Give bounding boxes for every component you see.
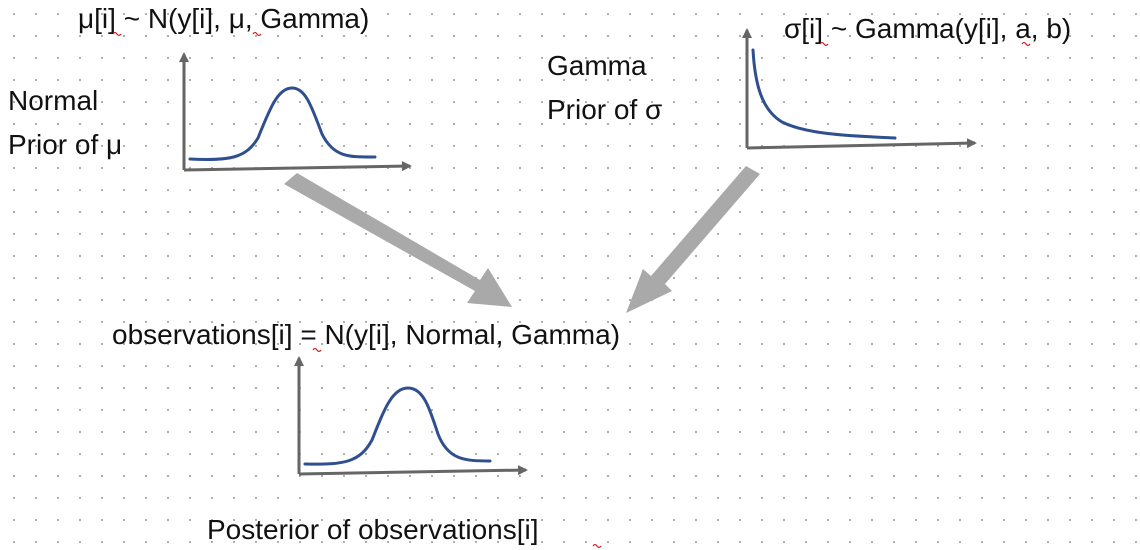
- posterior-plot: [294, 356, 528, 476]
- normal-prior-x-axis: [183, 161, 412, 172]
- gamma-prior-label-line2: Prior of σ: [547, 94, 663, 125]
- posterior-label: Posterior of observations[i]: [207, 514, 539, 545]
- posterior-curve: [303, 386, 492, 466]
- gamma-prior-to-observations-arrow: [626, 166, 760, 313]
- spellcheck-marks: [112, 31, 1031, 549]
- spellcheck-squiggle: [819, 41, 829, 47]
- spellcheck-squiggle: [252, 31, 262, 37]
- spellcheck-squiggle: [312, 347, 322, 353]
- spellcheck-squiggle: [1021, 41, 1031, 47]
- gamma-prior-plot: [742, 28, 977, 150]
- gamma-prior-curve: [751, 48, 897, 140]
- spellcheck-squiggle: [112, 31, 122, 37]
- mu-prior-formula: μ[i] ~ N(y[i], μ, Gamma): [78, 3, 370, 34]
- sigma-prior-formula: σ[i] ~ Gamma(y[i], a, b): [784, 13, 1072, 44]
- gamma-prior-label-line1: Gamma: [547, 50, 647, 81]
- normal-prior-to-observations-arrow: [284, 173, 512, 307]
- spellcheck-squiggle: [592, 543, 602, 549]
- normal-prior-label-line1: Normal: [8, 85, 99, 116]
- normal-prior-label-line2: Prior of μ: [8, 129, 123, 160]
- normal-prior-curve: [188, 86, 377, 161]
- gamma-prior-x-axis: [746, 138, 977, 150]
- observations-formula: observations[i] = N(y[i], Normal, Gamma): [112, 319, 621, 350]
- posterior-x-axis: [298, 465, 528, 476]
- normal-prior-plot: [179, 52, 412, 172]
